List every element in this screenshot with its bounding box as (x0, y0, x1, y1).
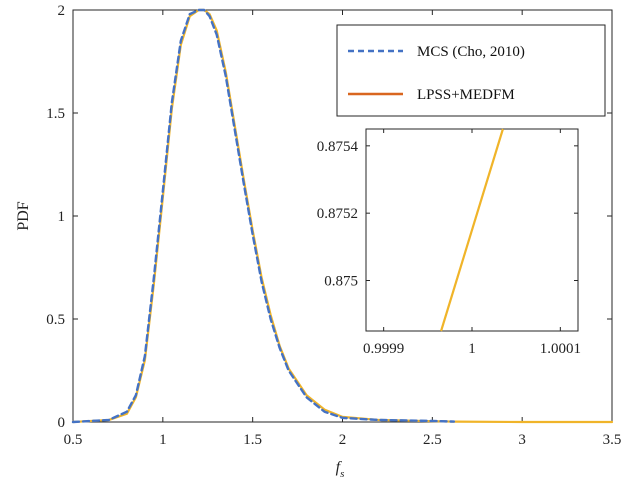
inset-y-tick-label: 0.875 (324, 274, 358, 290)
y-tick-label: 0 (58, 415, 66, 431)
x-tick-label: 1 (159, 432, 167, 448)
main-axis-ticks: 0.5 1 1.5 2 2.5 3 3.500.511.52 (46, 3, 621, 448)
y-tick-label: 1 (58, 209, 66, 225)
legend-label-lpss: LPSS+MEDFM (417, 87, 515, 103)
inset-y-tick-label: 0.8754 (317, 139, 359, 155)
x-axis-label: fs (336, 459, 345, 480)
y-tick-label: 0.5 (46, 312, 65, 328)
x-tick-label: 2 (339, 432, 347, 448)
x-tick-label: 3.5 (603, 432, 622, 448)
x-tick-label: 1.5 (243, 432, 262, 448)
x-tick-label: 3 (518, 432, 526, 448)
y-tick-label: 1.5 (46, 106, 65, 122)
inset-x-tick-label: 1.0001 (540, 341, 581, 357)
inset-series-line-lpss-medfm (440, 128, 504, 332)
inset-x-tick-label: 0.9999 (363, 341, 404, 357)
y-axis-label: PDF (15, 201, 32, 230)
inset-axis-ticks: 0.9999 1 1.0001 0.875 0.8752 0.8754 (317, 129, 581, 357)
x-axis-label-main: f (336, 459, 343, 476)
inset-y-tick-label: 0.8752 (317, 206, 358, 222)
y-tick-label: 2 (58, 3, 66, 19)
legend: MCS (Cho, 2010) LPSS+MEDFM (336, 24, 606, 117)
x-tick-label: 2.5 (423, 432, 442, 448)
legend-box (336, 24, 606, 117)
x-tick-label: 0.5 (64, 432, 83, 448)
inset-series-lines (440, 128, 504, 332)
main-series-lines (71, 8, 614, 424)
legend-label-mcs: MCS (Cho, 2010) (417, 44, 525, 60)
x-axis-label-subscript: s (340, 468, 344, 480)
series-line-mcs (71, 8, 456, 424)
inset-x-tick-label: 1 (468, 341, 476, 357)
